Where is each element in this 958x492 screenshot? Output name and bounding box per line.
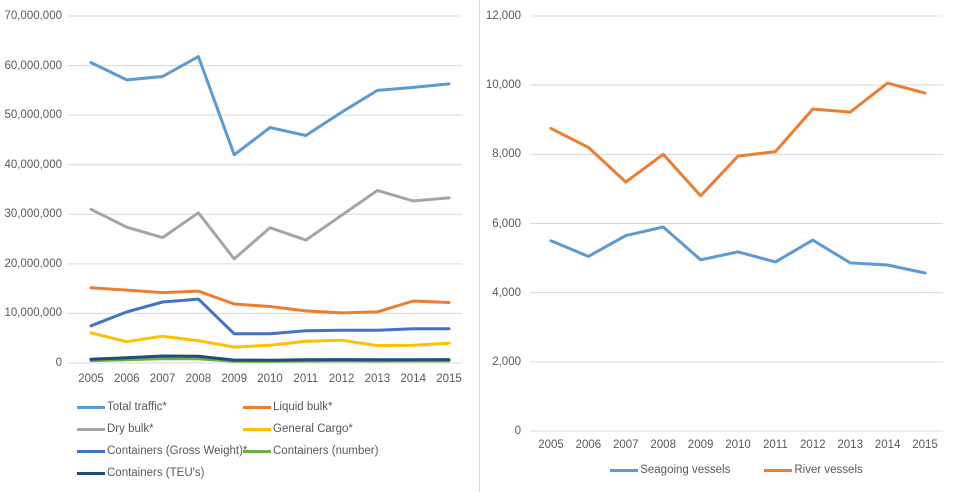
series-line-liquid-bulk <box>89 286 451 315</box>
left-chart-x-axis-label: 2011 <box>293 373 319 385</box>
left-chart-x-axis-label: 2012 <box>328 373 355 385</box>
series-line-containers-teu-s <box>89 354 451 362</box>
legend-line-swatch-containers-gross-weight <box>77 449 105 453</box>
legend-label: Total traffic* <box>107 401 167 413</box>
legend-item-containers-gross-weight: Containers (Gross Weight)* <box>77 444 247 458</box>
right-chart-x-axis-label: 2011 <box>763 439 788 451</box>
legend-label: Containers (TEU's) <box>107 467 205 479</box>
left-chart-y-axis-label: 0 <box>55 357 62 369</box>
right-chart-x-axis-label: 2010 <box>725 439 751 451</box>
right-chart-x-axis-label: 2007 <box>613 439 639 451</box>
legend-item-dry-bulk: Dry bulk* <box>77 422 243 436</box>
panel-divider <box>479 0 480 492</box>
left-chart-x-axis-label: 2005 <box>78 373 104 385</box>
right-chart-legend: Seagoing vessels River vessels <box>530 463 943 477</box>
right-chart-x-axis-label: 2008 <box>650 439 676 451</box>
legend-label: Seagoing vessels <box>640 464 731 476</box>
left-chart-x-axis-label: 2006 <box>114 373 140 385</box>
series-line-river-vessels <box>549 81 927 198</box>
legend-line-swatch-general-cargo <box>243 427 271 431</box>
legend-label: Liquid bulk* <box>273 401 333 413</box>
left-chart-y-axis-label: 30,000,000 <box>4 208 62 221</box>
legend-line-swatch-dry-bulk <box>77 427 105 431</box>
right-chart-x-axis-label: 2009 <box>687 439 714 451</box>
right-chart-x-axis-label: 2006 <box>575 439 602 451</box>
legend-line-swatch-containers-teu-s <box>77 471 105 475</box>
right-chart-y-axis-label: 2,000 <box>492 355 521 368</box>
legend-label: Containers (Gross Weight)* <box>107 445 248 457</box>
left-chart-y-axis-label: 60,000,000 <box>4 59 62 72</box>
series-line-seagoing-vessels <box>549 225 927 275</box>
legend-line-swatch-containers-number <box>243 449 271 453</box>
right-chart-y-axis-label: 4,000 <box>492 286 521 299</box>
left-chart-x-axis-label: 2007 <box>149 373 176 385</box>
right-chart-x-axis-label: 2014 <box>874 439 901 451</box>
legend-item-general-cargo: General Cargo* <box>243 422 467 436</box>
legend-line-swatch-river-vessels <box>764 468 793 472</box>
legend-item-seagoing-vessels: Seagoing vessels <box>610 463 730 477</box>
left-chart-x-axis-label: 2015 <box>436 373 462 385</box>
left-chart-y-axis-label: 20,000,000 <box>4 257 62 270</box>
series-line-dry-bulk <box>89 189 451 261</box>
right-chart-y-axis-label: 12,000 <box>485 10 521 22</box>
legend-line-swatch-seagoing-vessels <box>610 468 639 472</box>
left-chart-y-axis-label: 70,000,000 <box>4 10 62 22</box>
right-chart-x-axis-label: 2013 <box>837 439 863 451</box>
right-chart-y-axis-label: 6,000 <box>492 217 521 230</box>
series-line-total-traffic <box>89 55 451 157</box>
right-chart-x-axis-label: 2005 <box>538 439 564 451</box>
left-chart-x-axis-label: 2010 <box>257 373 283 385</box>
legend-item-containers-number: Containers (number) <box>243 444 467 458</box>
legend-line-swatch-total-traffic <box>77 405 105 409</box>
right-chart-x-axis-label: 2015 <box>912 439 938 451</box>
series-line-containers-gross-weight <box>89 297 451 336</box>
legend-label: River vessels <box>794 464 863 476</box>
series-line-general-cargo <box>89 331 451 349</box>
legend-label: Containers (number) <box>273 445 379 457</box>
left-chart-x-axis-label: 2013 <box>364 373 391 385</box>
left-chart-x-axis-label: 2014 <box>400 373 426 385</box>
left-chart-y-axis-label: 10,000,000 <box>4 307 62 320</box>
right-chart-x-axis-label: 2012 <box>800 439 826 451</box>
legend-line-swatch-liquid-bulk <box>243 405 271 409</box>
left-chart-legend: Total traffic* Liquid bulk* Dry bulk* Gener… <box>77 400 467 480</box>
right-chart-y-axis-label: 10,000 <box>485 79 521 92</box>
legend-label: General Cargo* <box>273 423 353 435</box>
legend-item-river-vessels: River vessels <box>764 463 863 477</box>
legend-item-containers-teu-s: Containers (TEU's) <box>77 466 243 480</box>
right-chart-y-axis-label: 0 <box>514 425 521 437</box>
left-chart-y-axis-label: 40,000,000 <box>4 158 62 171</box>
left-chart-x-axis-label: 2008 <box>185 373 212 385</box>
right-chart-y-axis-label: 8,000 <box>492 148 521 161</box>
legend-item-total-traffic: Total traffic* <box>77 400 243 414</box>
legend-label: Dry bulk* <box>107 423 154 435</box>
left-chart-x-axis-label: 2009 <box>221 373 247 385</box>
legend-item-liquid-bulk: Liquid bulk* <box>243 400 467 414</box>
left-chart-y-axis-label: 50,000,000 <box>4 109 62 122</box>
